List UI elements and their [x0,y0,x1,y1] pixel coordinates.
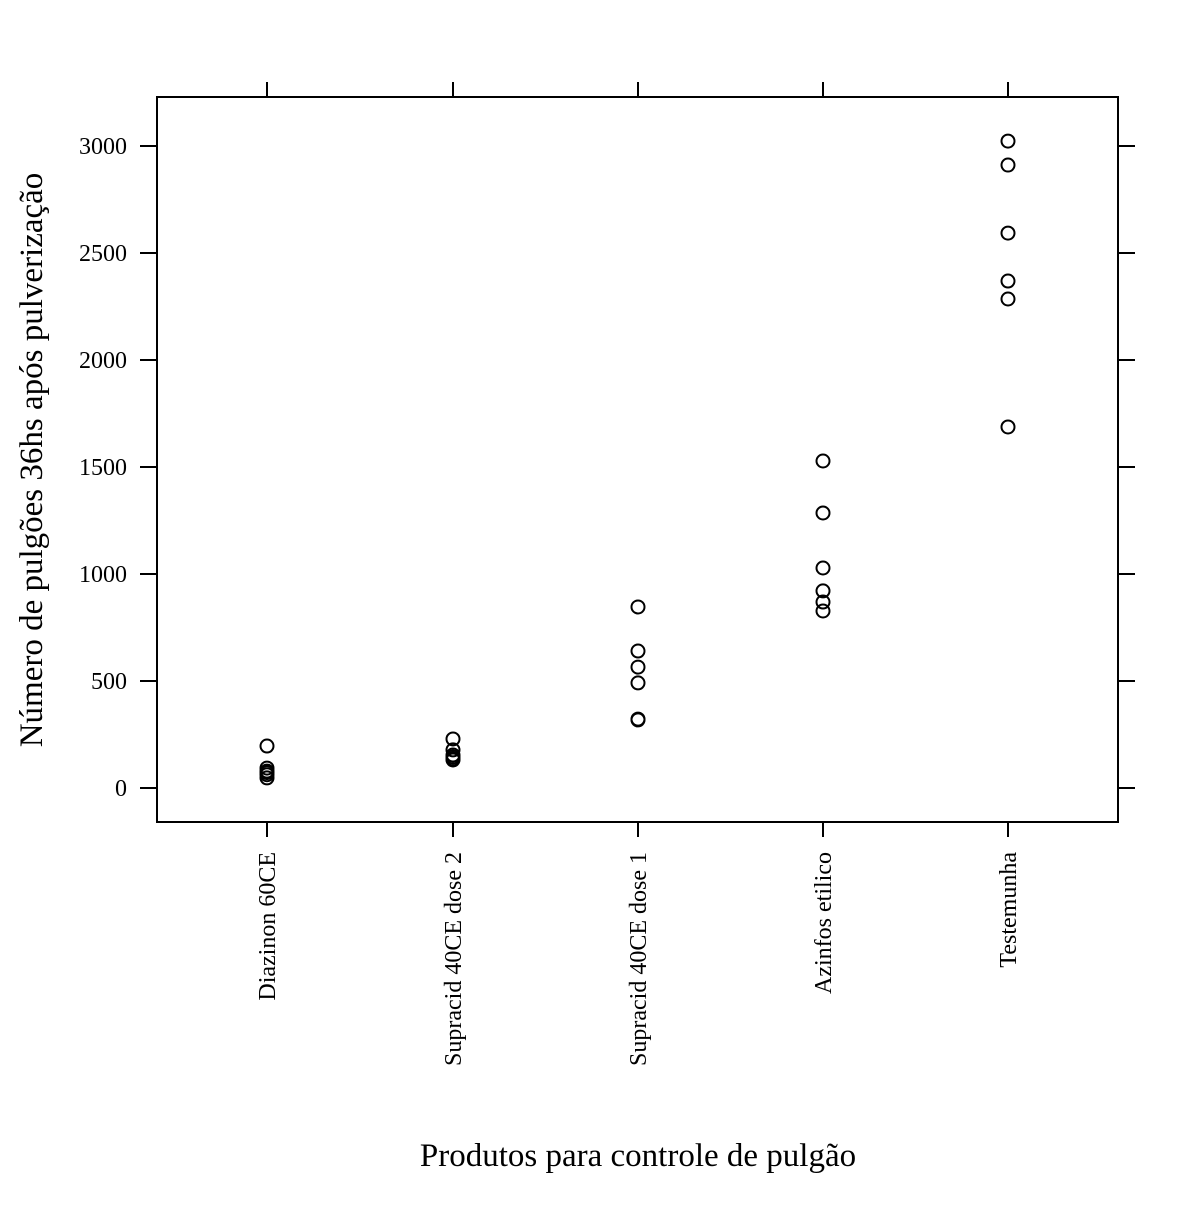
point [630,659,646,675]
point [445,752,461,768]
point [815,603,831,619]
point [815,505,831,521]
x-tick-label: Testemunha [996,852,1022,968]
y-tick-label: 0 [115,776,127,802]
point [630,599,646,615]
point [630,675,646,691]
point [259,770,275,786]
point [1000,419,1016,435]
point [815,583,831,599]
point [630,643,646,659]
y-tick-label: 2500 [79,241,127,267]
x-tick-label: Azinfos etilico [811,852,837,994]
y-tick-label: 1000 [79,562,127,588]
y-tick-label: 2000 [79,348,127,374]
point [1000,133,1016,149]
y-tick-label: 1500 [79,455,127,481]
point [1000,291,1016,307]
point [815,453,831,469]
y-tick-label: 500 [91,669,127,695]
y-axis-title: Número de pulgões 36hs após pulverização [14,173,50,748]
point [630,712,646,728]
x-tick-label: Supracid 40CE dose 1 [626,852,652,1066]
point [1000,273,1016,289]
point [259,738,275,754]
x-tick-label: Supracid 40CE dose 2 [441,852,467,1066]
point [445,731,461,747]
point [1000,157,1016,173]
x-tick-label: Diazinon 60CE [255,852,281,1001]
point [1000,225,1016,241]
x-axis-title: Produtos para controle de pulgão [420,1138,856,1174]
point [815,594,831,610]
y-tick-label: 3000 [79,134,127,160]
point [815,560,831,576]
point [445,742,461,758]
